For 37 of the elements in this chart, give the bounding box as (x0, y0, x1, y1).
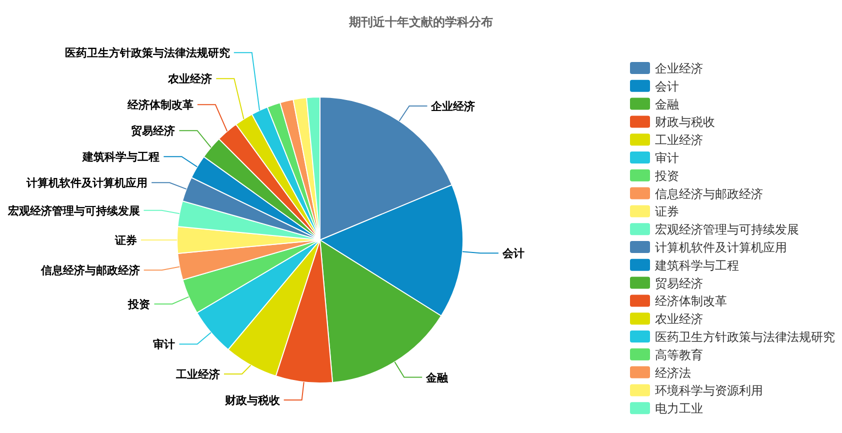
slice-label: 宏观经济管理与可持续发展 (6, 204, 140, 218)
legend-label: 经济体制改革 (655, 294, 727, 308)
slice-label: 金融 (425, 371, 450, 384)
legend-label: 环境科学与资源利用 (655, 384, 763, 398)
legend-label: 经济法 (655, 366, 691, 380)
legend-label: 贸易经济 (655, 276, 703, 290)
legend-label: 投资 (654, 168, 679, 183)
slice-label: 信息经济与邮政经济 (40, 264, 140, 278)
legend-label: 金融 (655, 97, 679, 112)
legend-label: 企业经济 (655, 62, 703, 76)
slice-label: 企业经济 (430, 100, 476, 113)
legend-label: 财政与税收 (655, 115, 715, 130)
legend-label: 计算机软件及计算机应用 (655, 240, 787, 254)
slice-label: 建筑科学与工程 (82, 150, 160, 164)
legend-label: 宏观经济管理与可持续发展 (655, 222, 799, 237)
legend-label: 信息经济与邮政经济 (655, 186, 763, 201)
slice-label: 审计 (153, 338, 176, 352)
legend-label: 证券 (655, 204, 679, 219)
slice-label: 投资 (127, 298, 150, 311)
legend-label: 建筑科学与工程 (654, 258, 739, 272)
legend-label: 高等教育 (655, 348, 703, 362)
legend-label: 医药卫生方针政策与法律法规研究 (655, 330, 835, 344)
slice-label: 工业经济 (174, 368, 220, 381)
slice-label: 医药卫生方针政策与法律法规研究 (64, 46, 230, 60)
slice-label: 经济体制改革 (126, 98, 194, 112)
chart-title: 期刊近十年文献的学科分布 (348, 15, 493, 29)
legend-label: 电力工业 (655, 402, 703, 416)
slice-label: 财政与税收 (224, 394, 281, 407)
slice-label: 贸易经济 (131, 124, 176, 138)
legend-label: 审计 (655, 151, 679, 165)
slice-label: 计算机软件及计算机应用 (26, 176, 148, 190)
legend-label: 农业经济 (655, 312, 703, 326)
legend-label: 会计 (655, 79, 679, 94)
slice-label: 证券 (114, 234, 138, 247)
slice-label: 会计 (501, 247, 524, 260)
slice-label: 农业经济 (167, 72, 212, 86)
legend-label: 工业经济 (655, 133, 703, 148)
